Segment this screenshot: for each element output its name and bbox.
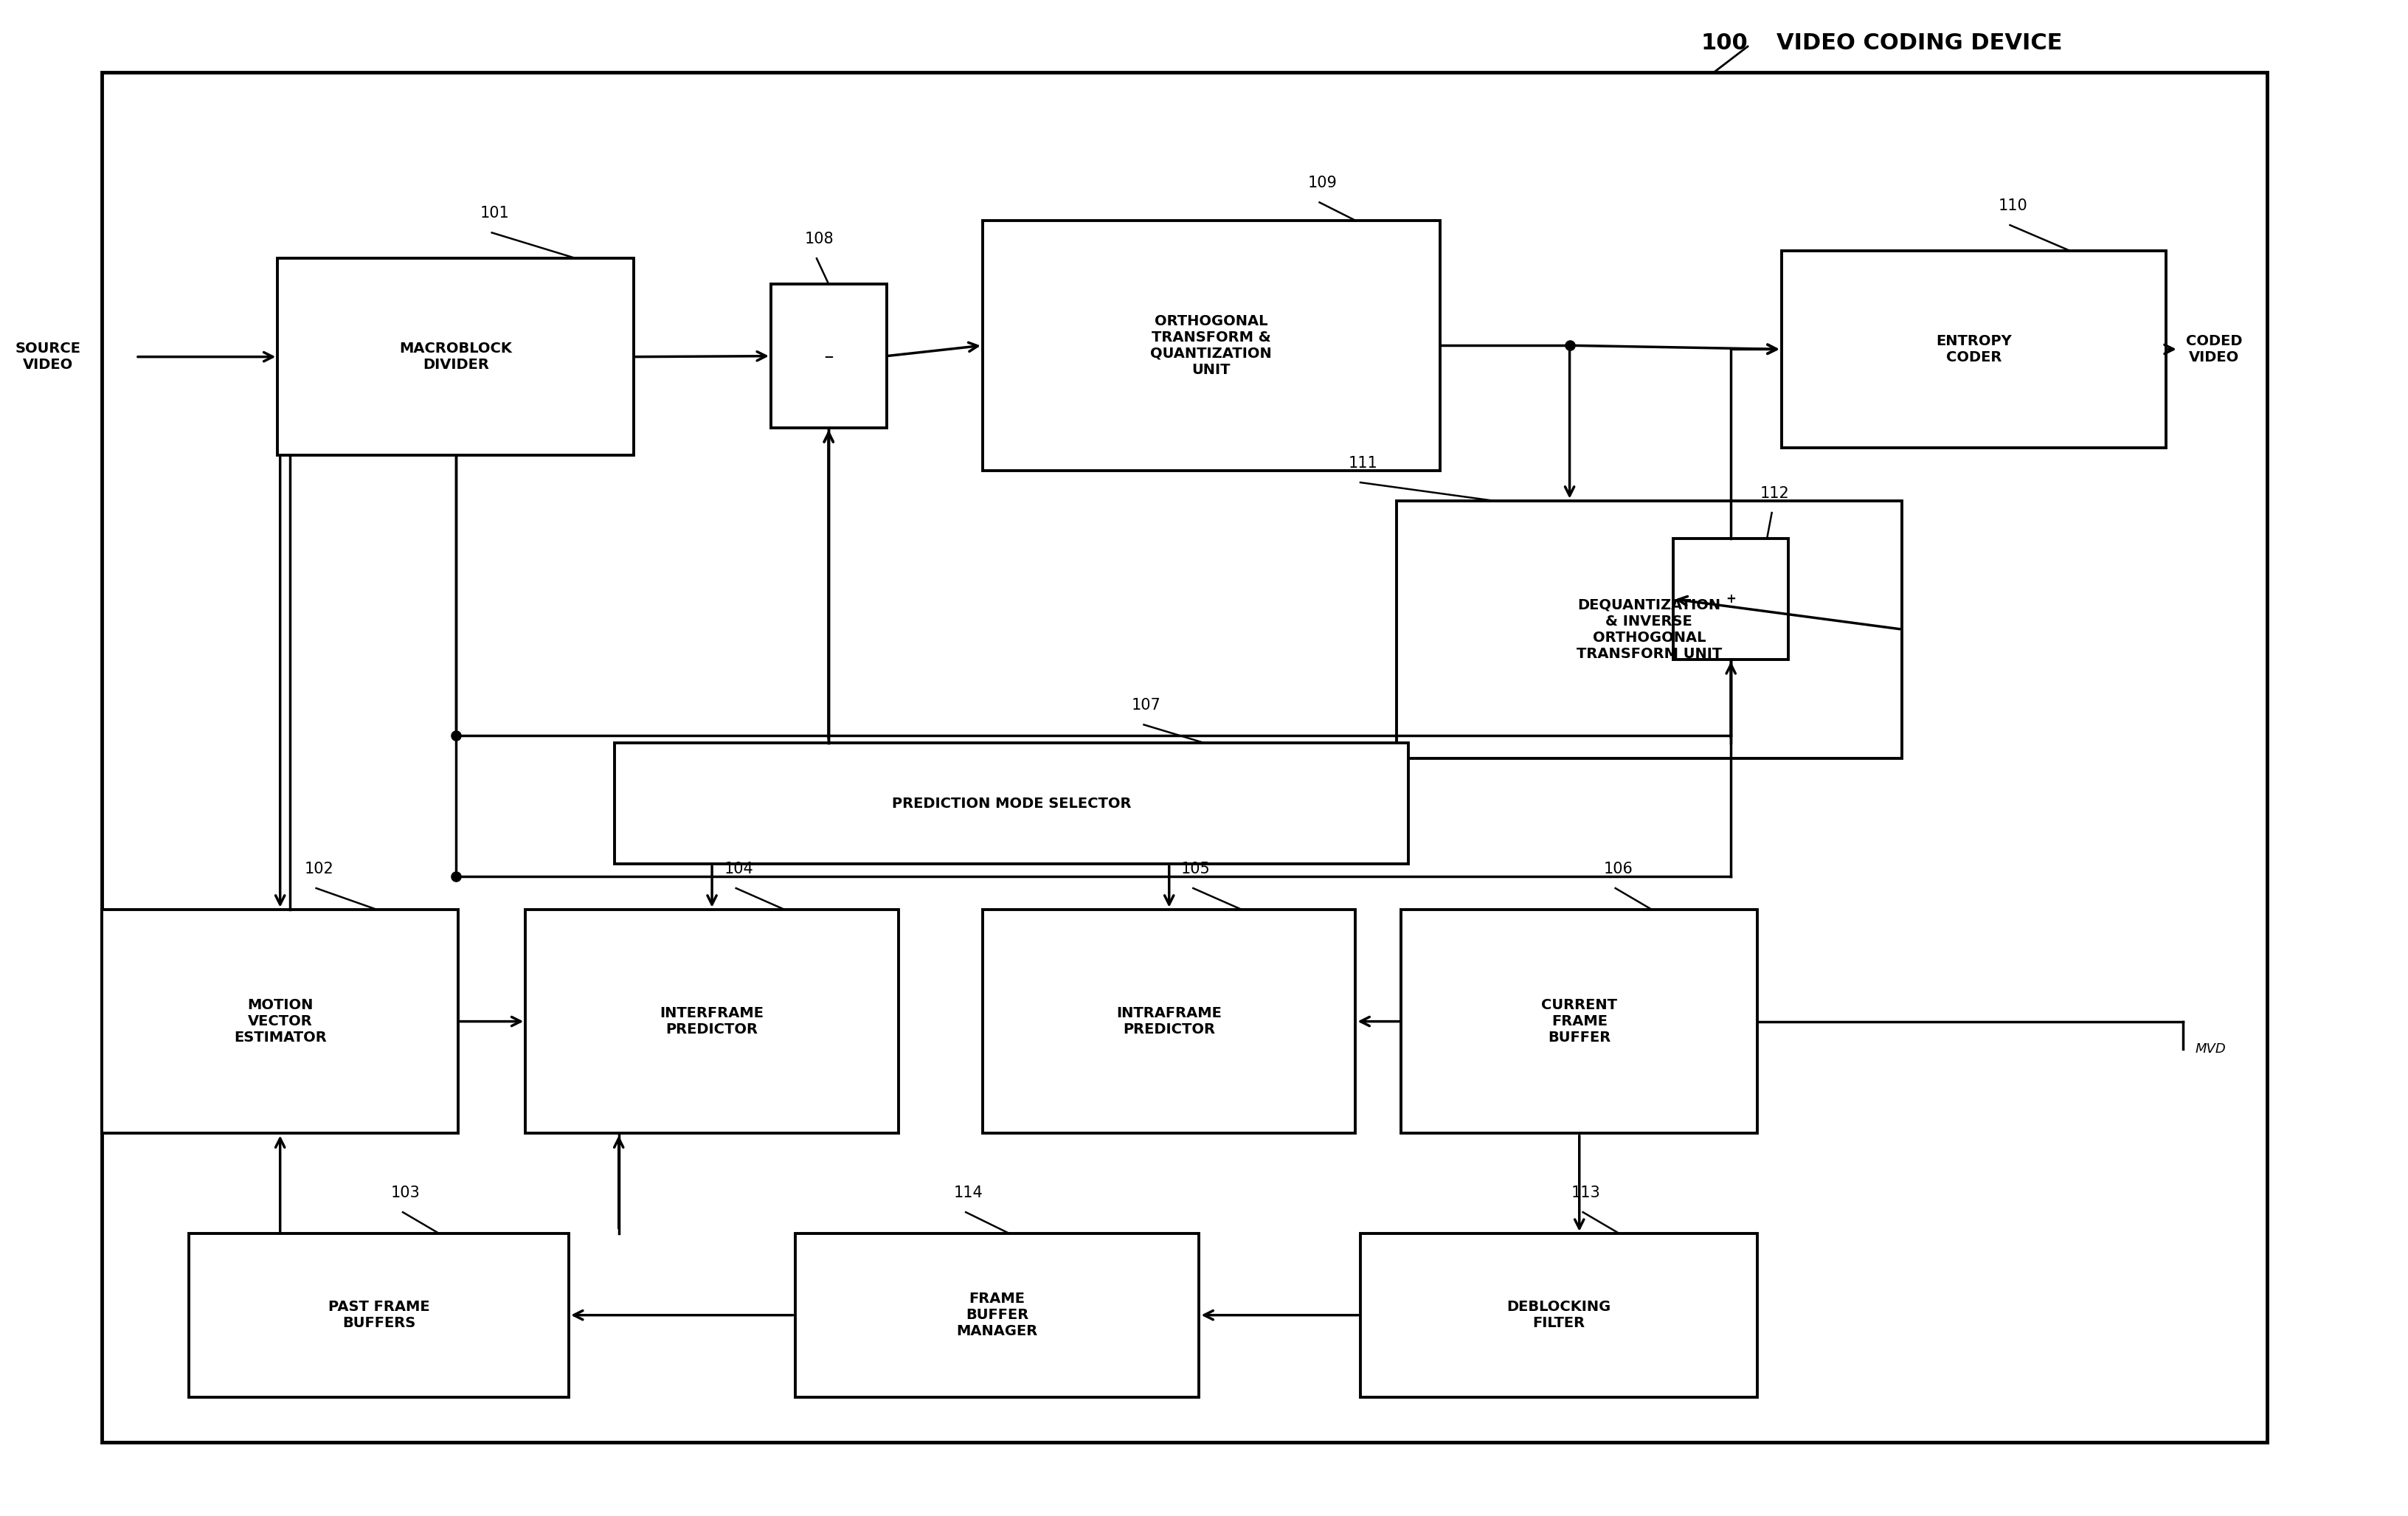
- Text: 105: 105: [1182, 861, 1211, 876]
- FancyBboxPatch shape: [1397, 500, 1902, 758]
- Text: 113: 113: [1570, 1186, 1601, 1201]
- FancyBboxPatch shape: [1674, 538, 1789, 659]
- Text: 110: 110: [1999, 199, 2028, 212]
- Text: FRAME
BUFFER
MANAGER: FRAME BUFFER MANAGER: [956, 1292, 1038, 1339]
- Text: 103: 103: [390, 1186, 419, 1201]
- FancyBboxPatch shape: [525, 910, 898, 1134]
- Text: 109: 109: [1308, 176, 1336, 191]
- Text: 108: 108: [804, 232, 833, 246]
- Text: INTRAFRAME
PREDICTOR: INTRAFRAME PREDICTOR: [1117, 1007, 1221, 1037]
- Text: PREDICTION MODE SELECTOR: PREDICTION MODE SELECTOR: [891, 796, 1132, 811]
- Text: 100: 100: [1700, 33, 1748, 55]
- Text: ENTROPY
CODER: ENTROPY CODER: [1936, 334, 2011, 364]
- Text: +: +: [1727, 593, 1736, 606]
- Point: [436, 864, 474, 888]
- FancyBboxPatch shape: [1782, 250, 2167, 447]
- FancyBboxPatch shape: [771, 283, 886, 428]
- Point: [436, 723, 474, 747]
- Text: MOTION
VECTOR
ESTIMATOR: MOTION VECTOR ESTIMATOR: [234, 998, 327, 1045]
- Text: 104: 104: [725, 861, 754, 876]
- Text: 102: 102: [303, 861, 332, 876]
- Text: SOURCE
VIDEO: SOURCE VIDEO: [14, 341, 82, 371]
- Text: PAST FRAME
BUFFERS: PAST FRAME BUFFERS: [327, 1301, 429, 1330]
- FancyBboxPatch shape: [614, 743, 1409, 864]
- Point: [1551, 334, 1589, 358]
- Text: MVD: MVD: [2196, 1041, 2225, 1055]
- Text: 106: 106: [1604, 861, 1633, 876]
- FancyBboxPatch shape: [1361, 1234, 1758, 1396]
- Text: 101: 101: [479, 206, 508, 220]
- FancyBboxPatch shape: [982, 910, 1356, 1134]
- Text: −: −: [824, 349, 833, 362]
- Text: DEBLOCKING
FILTER: DEBLOCKING FILTER: [1507, 1301, 1611, 1330]
- FancyBboxPatch shape: [795, 1234, 1199, 1396]
- Text: INTERFRAME
PREDICTOR: INTERFRAME PREDICTOR: [660, 1007, 763, 1037]
- Text: ORTHOGONAL
TRANSFORM &
QUANTIZATION
UNIT: ORTHOGONAL TRANSFORM & QUANTIZATION UNIT: [1151, 314, 1271, 377]
- Text: CURRENT
FRAME
BUFFER: CURRENT FRAME BUFFER: [1541, 998, 1618, 1045]
- Text: 112: 112: [1760, 485, 1789, 500]
- Text: 107: 107: [1132, 697, 1161, 713]
- Text: VIDEO CODING DEVICE: VIDEO CODING DEVICE: [1777, 33, 2064, 55]
- Text: MACROBLOCK
DIVIDER: MACROBLOCK DIVIDER: [400, 341, 513, 371]
- FancyBboxPatch shape: [277, 258, 633, 455]
- Text: CODED
VIDEO: CODED VIDEO: [2186, 334, 2242, 364]
- FancyBboxPatch shape: [101, 73, 2268, 1442]
- Text: 114: 114: [954, 1186, 982, 1201]
- FancyBboxPatch shape: [1401, 910, 1758, 1134]
- FancyBboxPatch shape: [982, 220, 1440, 470]
- FancyBboxPatch shape: [101, 910, 458, 1134]
- Text: DEQUANTIZATION
& INVERSE
ORTHOGONAL
TRANSFORM UNIT: DEQUANTIZATION & INVERSE ORTHOGONAL TRAN…: [1577, 597, 1722, 661]
- FancyBboxPatch shape: [188, 1234, 568, 1396]
- Text: 111: 111: [1348, 456, 1377, 470]
